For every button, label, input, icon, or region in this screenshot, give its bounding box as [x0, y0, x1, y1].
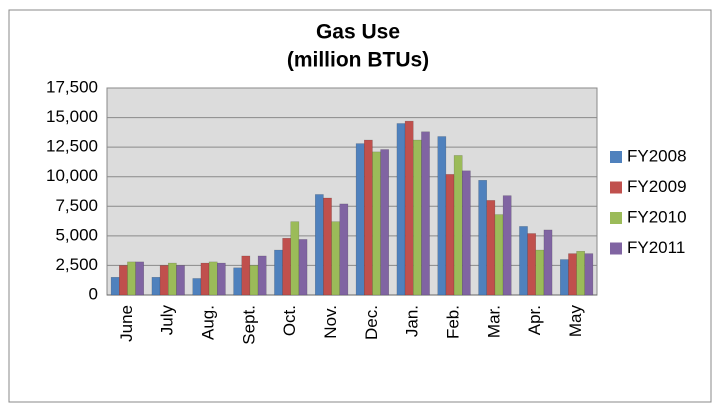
bar: [192, 278, 202, 296]
legend-swatch: [610, 212, 622, 224]
bar: [560, 259, 569, 296]
legend-label: FY2010: [627, 207, 687, 226]
x-tick-label: Mar.: [484, 305, 503, 338]
y-tick-label: 17,500: [46, 77, 98, 96]
bar: [151, 277, 161, 296]
bar: [331, 221, 341, 296]
bar: [502, 195, 512, 296]
bar: [233, 267, 242, 296]
x-tick-label: Feb.: [444, 305, 463, 339]
bar: [339, 203, 349, 296]
x-tick-label: Jan.: [403, 305, 422, 337]
bar: [494, 214, 504, 296]
bar: [413, 139, 422, 296]
bar: [380, 149, 390, 296]
bar: [462, 170, 471, 296]
chart-title: Gas Use: [316, 21, 400, 44]
bar: [576, 250, 585, 296]
bar: [355, 143, 365, 296]
bar: [110, 277, 120, 296]
bar: [315, 194, 324, 296]
bar: [568, 253, 577, 296]
bar: [135, 261, 144, 296]
bar: [200, 262, 210, 296]
y-tick-label: 2,500: [55, 255, 98, 274]
bar: [535, 249, 545, 296]
y-tick-label: 12,500: [46, 137, 98, 156]
bar: [421, 131, 430, 296]
legend-label: FY2011: [627, 238, 685, 257]
y-tick-label: 7,500: [55, 196, 98, 215]
bar: [249, 265, 259, 296]
x-tick-label: July: [158, 305, 177, 336]
bar: [208, 261, 218, 296]
bar: [290, 221, 300, 296]
bar: [127, 261, 136, 296]
bar: [257, 255, 267, 296]
bar: [584, 253, 594, 296]
bar: [445, 174, 455, 296]
bar: [274, 249, 283, 296]
bar: [372, 151, 381, 296]
x-tick-label: Aug.: [199, 305, 218, 340]
bar: [159, 265, 169, 296]
legend-swatch: [610, 242, 622, 255]
bar: [241, 255, 251, 296]
bar: [217, 262, 226, 296]
bar: [404, 120, 414, 296]
y-tick-label: 5,000: [55, 225, 98, 244]
bar: [364, 139, 373, 296]
y-tick-label: 10,000: [46, 166, 98, 185]
bar: [282, 237, 292, 296]
x-tick-label: Dec.: [362, 305, 381, 340]
y-tick-label: 0: [89, 284, 98, 303]
bar: [478, 180, 488, 296]
legend-label: FY2009: [627, 177, 687, 196]
x-tick-label: Apr.: [525, 305, 544, 335]
bar: [437, 136, 447, 296]
x-tick-label: May: [566, 305, 585, 338]
plot-area: [106, 87, 598, 296]
bar: [323, 197, 332, 296]
bar: [527, 233, 536, 296]
chart-subtitle: (million BTUs): [287, 49, 429, 72]
bar: [453, 155, 463, 296]
legend-swatch: [610, 151, 622, 163]
x-tick-label: Oct.: [280, 305, 299, 336]
x-tick-label: Sept.: [239, 305, 258, 345]
bar: [176, 265, 185, 296]
y-tick-label: 15,000: [46, 107, 98, 126]
legend-swatch: [610, 181, 622, 194]
bar: [168, 262, 177, 296]
x-tick-label: June: [117, 305, 136, 342]
bar: [396, 123, 406, 296]
bar: [298, 239, 308, 296]
x-tick-label: Nov.: [321, 305, 340, 339]
bar: [519, 226, 528, 296]
legend-label: FY2008: [627, 146, 687, 165]
bar: [486, 200, 496, 296]
bar: [543, 229, 553, 296]
bar: [119, 265, 128, 296]
